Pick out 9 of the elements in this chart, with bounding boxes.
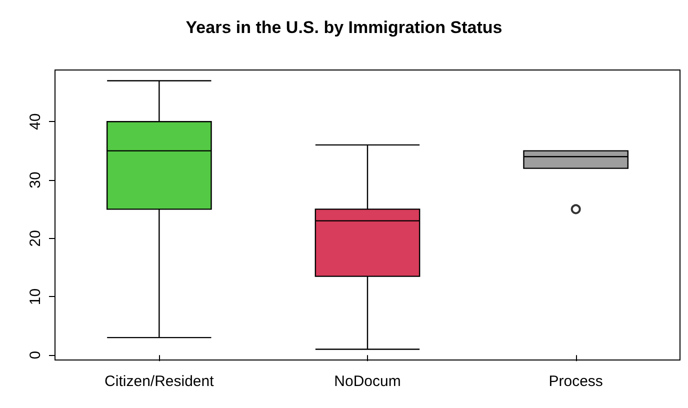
y-tick-label: 20 bbox=[27, 230, 44, 247]
chart-title: Years in the U.S. by Immigration Status bbox=[186, 18, 502, 37]
y-tick-label: 10 bbox=[27, 288, 44, 306]
x-tick-label: Process bbox=[548, 373, 603, 390]
y-tick-label: 30 bbox=[27, 172, 44, 188]
y-tick-label: 0 bbox=[27, 350, 44, 360]
y-tick-label: 40 bbox=[27, 113, 44, 130]
x-tick-label: Citizen/Resident bbox=[104, 373, 215, 390]
x-tick-label: NoDocum bbox=[334, 373, 401, 390]
